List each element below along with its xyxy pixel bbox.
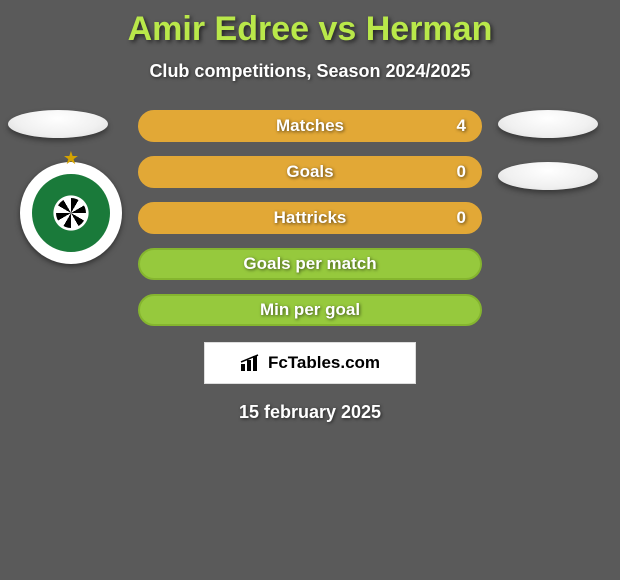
player-slot-right-2 — [498, 162, 598, 190]
bar-chart-icon — [240, 354, 262, 372]
stat-value: 4 — [457, 116, 466, 136]
stat-row: Goals per match — [138, 248, 482, 280]
stat-value: 0 — [457, 208, 466, 228]
stat-label: Goals — [286, 162, 333, 182]
stat-row: Goals 0 — [138, 156, 482, 188]
soccer-ball-icon — [56, 198, 86, 228]
stat-label: Matches — [276, 116, 344, 136]
comparison-panel: ★ Matches 4 Goals 0 Hattricks 0 Goals per matc… — [0, 110, 620, 423]
stat-row: Min per goal — [138, 294, 482, 326]
stat-label: Goals per match — [243, 254, 376, 274]
stat-row: Hattricks 0 — [138, 202, 482, 234]
page-title: Amir Edree vs Herman — [0, 0, 620, 49]
stat-row: Matches 4 — [138, 110, 482, 142]
club-badge-ring — [32, 174, 110, 252]
stat-label: Min per goal — [260, 300, 360, 320]
fctables-logo: FcTables.com — [204, 342, 416, 384]
club-badge: ★ — [20, 162, 122, 264]
player-slot-left — [8, 110, 108, 138]
stat-value: 0 — [457, 162, 466, 182]
subtitle: Club competitions, Season 2024/2025 — [0, 61, 620, 82]
footer-date: 15 february 2025 — [0, 402, 620, 423]
fctables-logo-text: FcTables.com — [268, 353, 380, 373]
star-icon: ★ — [63, 148, 79, 169]
player-slot-right-1 — [498, 110, 598, 138]
stat-label: Hattricks — [274, 208, 347, 228]
